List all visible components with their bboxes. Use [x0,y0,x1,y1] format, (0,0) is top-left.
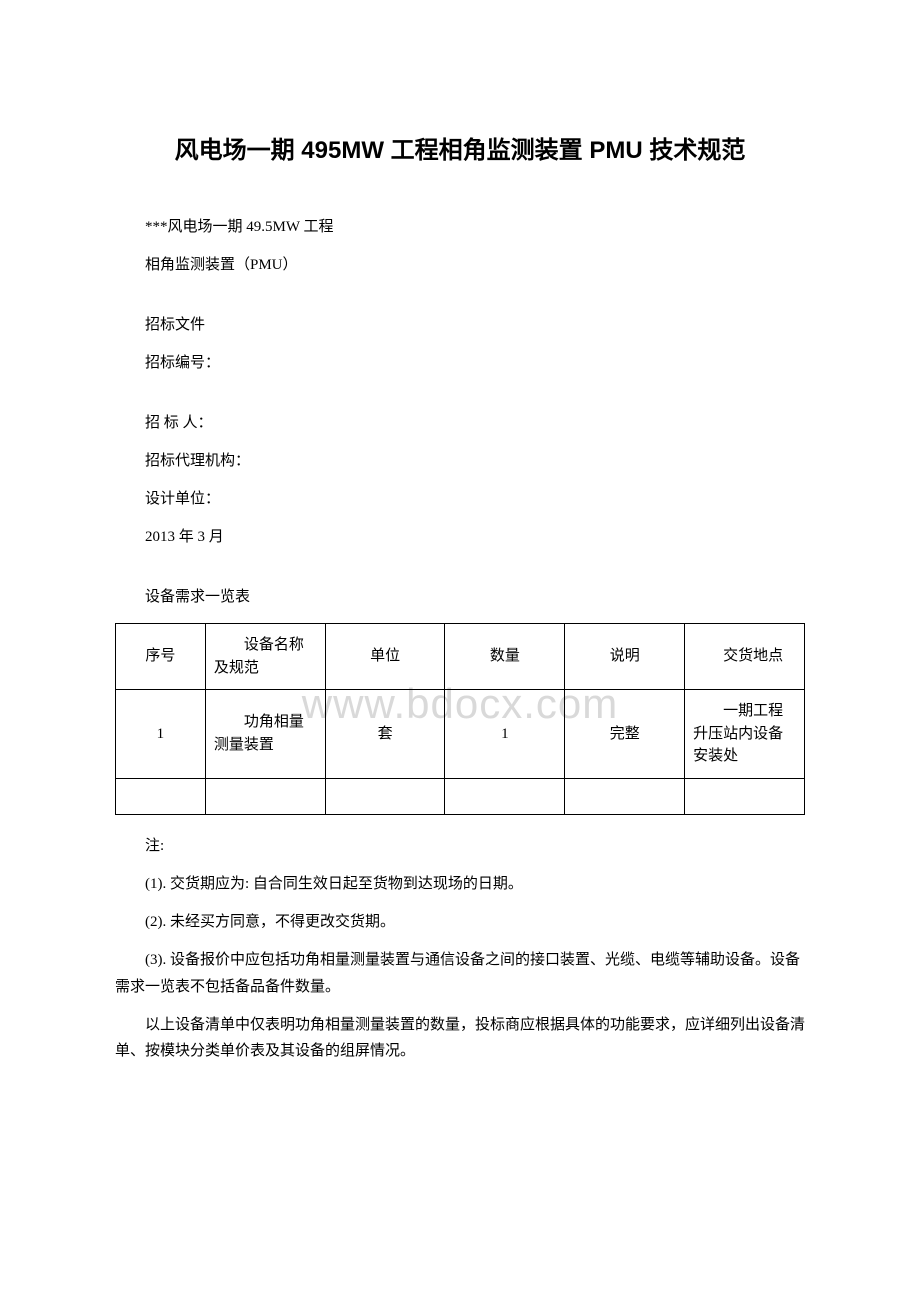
document-content: 风电场一期 495MW 工程相角监测装置 PMU 技术规范 ***风电场一期 4… [115,130,805,1064]
project-name-line: ***风电场一期 49.5MW 工程 [115,215,805,239]
cell-qty: 1 [445,690,565,779]
note-1: (1). 交货期应为: 自合同生效日起至货物到达现场的日期。 [115,871,805,897]
header-unit: 单位 [325,624,445,690]
empty-cell [565,778,685,814]
empty-cell [325,778,445,814]
bid-number-line: 招标编号： [115,351,805,375]
note-4: 以上设备清单中仅表明功角相量测量装置的数量，投标商应根据具体的功能要求，应详细列… [115,1012,805,1065]
note-2: (2). 未经买方同意，不得更改交货期。 [115,909,805,935]
empty-cell [445,778,565,814]
equipment-table: 序号 设备名称及规范 单位 数量 说明 交货地点 1 功角相量测量装置 套 1 … [115,623,805,815]
header-desc: 说明 [565,624,685,690]
date-line: 2013 年 3 月 [115,525,805,549]
table-header-row: 序号 设备名称及规范 单位 数量 说明 交货地点 [116,624,805,690]
device-name-line: 相角监测装置（PMU） [115,253,805,277]
header-name: 设备名称及规范 [205,624,325,690]
bid-document-line: 招标文件 [115,313,805,337]
note-3: (3). 设备报价中应包括功角相量测量装置与通信设备之间的接口装置、光缆、电缆等… [115,947,805,1000]
cell-desc: 完整 [565,690,685,779]
table-row: 1 功角相量测量装置 套 1 完整 一期工程升压站内设备安装处 [116,690,805,779]
header-delivery: 交货地点 [685,624,805,690]
cell-unit: 套 [325,690,445,779]
empty-cell [685,778,805,814]
cell-name: 功角相量测量装置 [205,690,325,779]
table-empty-row [116,778,805,814]
cell-seq: 1 [116,690,206,779]
header-seq: 序号 [116,624,206,690]
note-label: 注: [115,833,805,859]
empty-cell [116,778,206,814]
document-title: 风电场一期 495MW 工程相角监测装置 PMU 技术规范 [115,130,805,165]
table-title: 设备需求一览表 [115,585,805,609]
design-unit-line: 设计单位： [115,487,805,511]
header-qty: 数量 [445,624,565,690]
empty-cell [205,778,325,814]
cell-delivery: 一期工程升压站内设备安装处 [685,690,805,779]
bidder-line: 招 标 人： [115,411,805,435]
agency-line: 招标代理机构： [115,449,805,473]
